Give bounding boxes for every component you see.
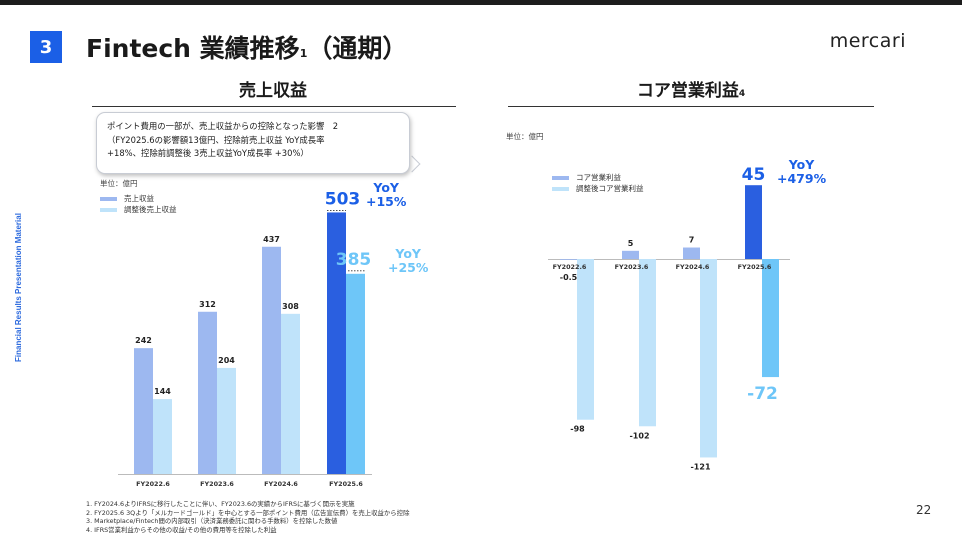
footnote-1: 1. FY2024.6よりIFRSに移行したことに伴い、FY2023.6の実績か…	[86, 500, 355, 508]
legend-label-adjusted-core-profit: 調整後コア営業利益	[576, 184, 644, 193]
top-bar	[0, 0, 962, 5]
revenue-bar	[327, 212, 346, 474]
section-number-badge: 3	[30, 31, 62, 63]
page-title: Fintech 業績推移1（通期）	[86, 29, 407, 65]
footnote-2: 2. FY2025.6 3Qより「メルカードゴールド」を中心とする一部ポイント費…	[86, 508, 410, 517]
legend-item-adjusted-revenue: 調整後売上収益	[100, 204, 177, 215]
adjusted-revenue-value-label: 204	[218, 356, 235, 365]
core-profit-value-label: 5	[628, 239, 634, 248]
core-profit-chart-title-text: コア営業利益	[636, 81, 739, 101]
core-profit-value-label: 45	[742, 165, 766, 185]
adjusted-revenue-bar	[217, 367, 236, 474]
core-profit-chart-title: コア営業利益4	[508, 76, 874, 101]
revenue-chart-title-text: 売上収益	[239, 81, 307, 101]
revenue-bar	[134, 348, 153, 474]
page-title-note: 1	[299, 47, 308, 60]
revenue-value-label: 437	[263, 235, 280, 244]
adjusted-core-profit-bar	[700, 259, 717, 458]
adjusted-revenue-bar	[153, 399, 172, 474]
core-profit-yoy: YoY +479%	[777, 158, 826, 186]
adjusted-core-profit-bar	[762, 259, 779, 378]
revenue-chart-title: 売上収益	[92, 76, 454, 101]
legend-label-core-profit: コア営業利益	[576, 173, 621, 182]
footnote-4: 4. IFRS営業利益からその他の収益/その他の費用等を控除した利益	[86, 525, 277, 534]
adjusted-revenue-bar	[281, 313, 300, 474]
adjusted-revenue-value-label: 308	[282, 302, 299, 311]
revenue-value-label: 503	[325, 189, 361, 209]
adjusted-core-profit-value-label: -102	[629, 431, 649, 440]
callout-line-3: +18%、控除前調整後 3売上収益YoY成長率 +30%）	[107, 148, 309, 158]
revenue-bar	[198, 311, 217, 474]
revenue-value-label: 242	[135, 336, 152, 345]
core-profit-value-label: -0.5	[560, 273, 578, 282]
adjusted-revenue-yoy-label: YoY	[395, 246, 421, 261]
adjusted-core-profit-bar	[639, 259, 656, 427]
revenue-bar	[262, 246, 281, 474]
revenue-legend: 売上収益 調整後売上収益	[100, 193, 177, 215]
footnote-3: 3. Marketplace/Fintech間の内部取引（決済業務委託に関わる手…	[86, 517, 338, 526]
adjusted-core-profit-value-label: -98	[570, 425, 585, 434]
revenue-yoy: YoY +15%	[366, 181, 406, 209]
page-title-suffix: （通期）	[307, 34, 408, 63]
revenue-category-label: FY2023.6	[200, 480, 234, 488]
brand-logo: mercari	[829, 30, 906, 52]
adjusted-revenue-value-label: 385	[336, 250, 372, 270]
revenue-title-rule	[92, 106, 456, 107]
core-profit-yoy-label: YoY	[788, 157, 815, 172]
legend-label-adjusted-revenue: 調整後売上収益	[124, 205, 177, 214]
core-profit-bar	[560, 259, 577, 260]
revenue-yoy-label: YoY	[373, 180, 399, 195]
legend-label-revenue: 売上収益	[124, 194, 154, 203]
revenue-unit-label: 単位：億円	[100, 179, 138, 188]
adjusted-core-profit-value-label: -72	[747, 384, 778, 404]
revenue-value-label: 312	[199, 300, 216, 309]
core-profit-bar	[683, 247, 700, 259]
legend-item-core-profit: コア営業利益	[552, 172, 644, 183]
core-profit-unit-label: 単位：億円	[506, 132, 544, 141]
callout-line-2: （FY2025.6の影響額13億円、控除前売上収益 YoY成長率	[107, 134, 325, 145]
adjusted-revenue-bar	[346, 273, 365, 474]
core-profit-title-note: 4	[738, 89, 746, 99]
adjusted-revenue-yoy-value: +25%	[388, 260, 429, 275]
core-profit-bar	[745, 185, 762, 259]
core-profit-bar	[622, 250, 639, 259]
legend-swatch-adjusted-revenue	[100, 207, 117, 212]
legend-swatch-adjusted-core-profit	[552, 186, 569, 191]
revenue-yoy-value: +15%	[366, 194, 407, 209]
core-profit-value-label: 7	[689, 236, 695, 245]
adjusted-revenue-value-label: 144	[154, 387, 171, 396]
core-profit-legend: コア営業利益 調整後コア営業利益	[552, 172, 644, 194]
legend-swatch-revenue	[100, 196, 117, 201]
revenue-category-label: FY2025.6	[329, 480, 363, 488]
core-profit-category-label: FY2022.6	[553, 263, 587, 271]
core-profit-category-label: FY2023.6	[615, 263, 649, 271]
legend-item-adjusted-core-profit: 調整後コア営業利益	[552, 183, 644, 194]
page-number: 22	[916, 503, 932, 517]
revenue-category-label: FY2024.6	[264, 480, 298, 488]
core-profit-category-label: FY2024.6	[676, 263, 710, 271]
callout-line-1: ポイント費用の一部が、売上収益からの控除となった影響 2	[107, 121, 339, 131]
page-title-text: Fintech 業績推移	[86, 34, 300, 63]
adjusted-core-profit-value-label: -121	[690, 462, 710, 471]
core-profit-yoy-value: +479%	[777, 171, 827, 186]
revenue-category-label: FY2022.6	[136, 480, 170, 488]
adjusted-core-profit-bar	[577, 259, 594, 420]
callout-box: ポイント費用の一部が、売上収益からの控除となった影響 2 （FY2025.6の影…	[96, 112, 410, 174]
footnotes: 1. FY2024.6よりIFRSに移行したことに伴い、FY2023.6の実績か…	[86, 500, 409, 534]
adjusted-revenue-yoy: YoY +25%	[388, 247, 428, 275]
core-profit-category-label: FY2025.6	[738, 263, 772, 271]
core-profit-title-rule	[508, 106, 874, 107]
legend-item-revenue: 売上収益	[100, 193, 177, 204]
legend-swatch-core-profit	[552, 175, 569, 180]
